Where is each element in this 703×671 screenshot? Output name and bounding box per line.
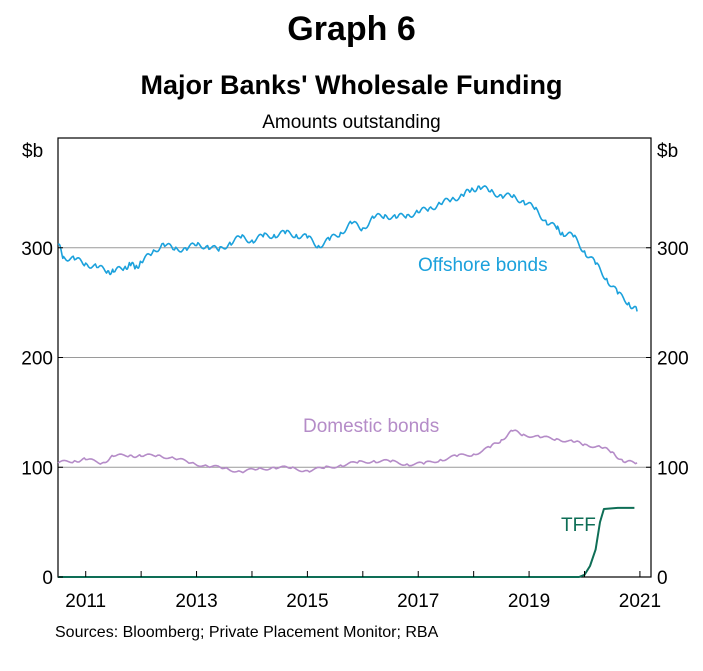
x-tick-2021: 2021: [619, 591, 661, 612]
x-tick-2015: 2015: [286, 591, 328, 612]
series-domestic-bonds: [57, 429, 638, 474]
sources-note: Sources: Bloomberg; Private Placement Mo…: [55, 624, 439, 641]
series-tff: [58, 506, 635, 578]
y-tick-right-100: 100: [657, 458, 689, 479]
y-tick-right-300: 300: [657, 239, 689, 260]
series-layer: [57, 185, 638, 578]
series-offshore-bonds: [57, 185, 638, 312]
x-tick-2019: 2019: [508, 591, 550, 612]
chart-title: Major Banks' Wholesale Funding: [140, 70, 563, 100]
y-tick-left-100: 100: [21, 458, 53, 479]
x-tick-2013: 2013: [175, 591, 217, 612]
y-tick-left-200: 200: [21, 349, 53, 370]
x-tick-2017: 2017: [397, 591, 439, 612]
y-tick-left-0: 0: [42, 568, 53, 589]
x-tick-2011: 2011: [65, 591, 106, 612]
y-tick-right-200: 200: [657, 349, 689, 370]
y-axis-unit-left: $b: [22, 141, 43, 162]
y-tick-right-0: 0: [657, 568, 668, 589]
annotation-domestic-bonds: Domestic bonds: [303, 416, 439, 437]
y-axis-unit-right: $b: [657, 141, 678, 162]
graph-label: Graph 6: [287, 10, 416, 48]
gridlines: [58, 247, 651, 468]
y-tick-left-300: 300: [21, 239, 53, 260]
annotation-offshore-bonds: Offshore bonds: [418, 255, 548, 276]
tick-layer: 0 0 100 100 200 200 300 300 2011 2013 2015 2017 2019…: [21, 239, 688, 612]
chart-subtitle: Amounts outstanding: [262, 112, 441, 133]
annotation-tff: TFF: [561, 515, 596, 536]
